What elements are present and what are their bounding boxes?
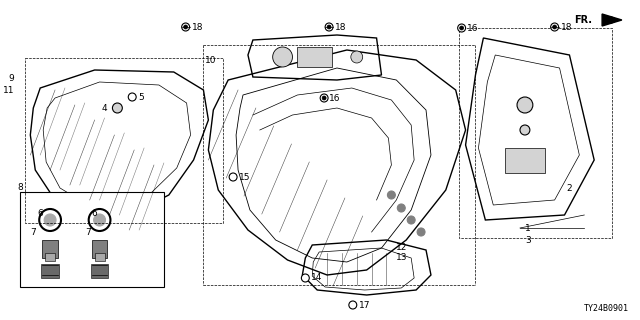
Text: 15: 15	[239, 172, 250, 181]
Text: FR.: FR.	[574, 15, 592, 25]
Text: 8: 8	[17, 183, 23, 192]
Circle shape	[349, 301, 356, 309]
Circle shape	[320, 94, 328, 102]
Circle shape	[182, 23, 189, 31]
Circle shape	[417, 228, 425, 236]
Circle shape	[229, 173, 237, 181]
Circle shape	[397, 204, 405, 212]
Bar	[42, 240, 58, 258]
Text: 14: 14	[311, 274, 323, 283]
Text: 6: 6	[92, 209, 97, 218]
Bar	[45, 253, 55, 261]
Text: 7: 7	[85, 228, 91, 236]
Bar	[459, 28, 612, 238]
Circle shape	[351, 51, 363, 63]
Text: 16: 16	[467, 23, 478, 33]
Bar	[20, 192, 164, 287]
Bar	[298, 47, 332, 67]
Text: 18: 18	[191, 22, 203, 31]
Text: 10: 10	[205, 55, 216, 65]
Text: 11: 11	[3, 85, 15, 94]
Circle shape	[93, 214, 106, 226]
Text: TY24B0901: TY24B0901	[584, 304, 629, 313]
Circle shape	[325, 23, 333, 31]
Text: 18: 18	[561, 22, 572, 31]
Text: 17: 17	[359, 300, 371, 309]
Text: 3: 3	[525, 236, 531, 244]
Text: 5: 5	[138, 92, 144, 101]
Text: 6: 6	[37, 209, 43, 218]
Circle shape	[517, 97, 533, 113]
Text: 4: 4	[102, 103, 108, 113]
Circle shape	[458, 24, 465, 32]
Circle shape	[520, 125, 530, 135]
Text: 9: 9	[9, 74, 15, 83]
Text: 12: 12	[396, 243, 408, 252]
Circle shape	[407, 216, 415, 224]
Text: 2: 2	[566, 183, 572, 193]
Bar	[41, 264, 59, 278]
Circle shape	[301, 274, 309, 282]
Text: 7: 7	[31, 228, 36, 236]
Circle shape	[113, 103, 122, 113]
Text: 13: 13	[396, 253, 408, 262]
Text: 18: 18	[335, 22, 346, 31]
Circle shape	[44, 214, 56, 226]
Bar	[91, 264, 108, 278]
Bar	[26, 58, 223, 223]
Circle shape	[387, 191, 396, 199]
Polygon shape	[602, 14, 622, 26]
Bar	[92, 240, 108, 258]
Circle shape	[322, 96, 326, 100]
Text: 16: 16	[329, 93, 340, 102]
Circle shape	[460, 26, 463, 30]
Circle shape	[184, 25, 188, 29]
Circle shape	[552, 25, 557, 29]
Text: 1: 1	[525, 223, 531, 233]
Circle shape	[327, 25, 331, 29]
Bar	[95, 253, 104, 261]
Circle shape	[550, 23, 559, 31]
Circle shape	[128, 93, 136, 101]
Bar	[505, 148, 545, 173]
Circle shape	[273, 47, 292, 67]
